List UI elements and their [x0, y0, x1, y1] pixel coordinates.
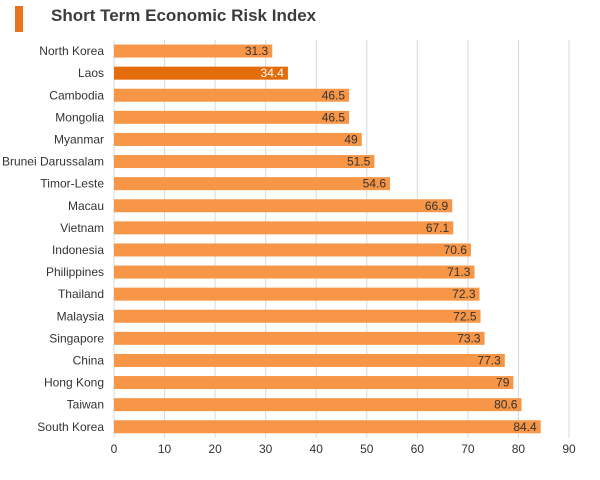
bar-china — [114, 353, 505, 367]
category-labels: North Korea Laos Cambodia Mongolia Myanmar Br… — [2, 44, 104, 434]
value-label: 66.9 — [425, 199, 449, 213]
title-accent-bar — [15, 6, 23, 32]
value-label: 72.5 — [453, 309, 477, 323]
x-tick-label: 10 — [158, 442, 172, 456]
x-tick-label: 80 — [512, 442, 526, 456]
bar-cambodia — [114, 88, 350, 102]
category-label: Malaysia — [57, 309, 105, 323]
value-label: 67.1 — [426, 221, 450, 235]
category-label: Brunei Darussalam — [2, 155, 104, 169]
bar-myanmar — [114, 132, 362, 146]
category-label: Timor-Leste — [40, 177, 104, 191]
bars — [114, 44, 541, 434]
value-label: 34.4 — [261, 66, 285, 80]
x-tick-label: 20 — [208, 442, 222, 456]
bar-brunei-darussalam — [114, 155, 375, 169]
category-label: Hong Kong — [44, 376, 104, 390]
category-label: Cambodia — [49, 88, 104, 102]
x-tick-label: 70 — [461, 442, 475, 456]
value-label: 70.6 — [444, 243, 468, 257]
bar-singapore — [114, 331, 485, 345]
value-label: 79 — [496, 376, 510, 390]
x-tick-label: 30 — [259, 442, 273, 456]
category-label: South Korea — [37, 420, 104, 434]
bar-malaysia — [114, 309, 481, 323]
bar-hong-kong — [114, 376, 514, 390]
value-label: 46.5 — [322, 110, 346, 124]
x-tick-label: 90 — [562, 442, 576, 456]
value-labels: 31.3 34.4 46.5 46.5 49 51.5 54.6 66.9 67.1 70.6 71… — [245, 44, 537, 434]
category-label: Indonesia — [52, 243, 104, 257]
category-label: North Korea — [39, 44, 104, 58]
x-tick-label: 50 — [360, 442, 374, 456]
chart-title: Short Term Economic Risk Index — [51, 6, 317, 25]
value-label: 72.3 — [452, 287, 476, 301]
bar-north-korea — [114, 44, 273, 58]
bar-south-korea — [114, 420, 541, 434]
category-label: Macau — [68, 199, 104, 213]
value-label: 51.5 — [347, 155, 371, 169]
bar-taiwan — [114, 398, 522, 412]
category-label: China — [73, 353, 105, 367]
value-label: 49 — [344, 132, 358, 146]
x-axis-tick-labels: 0 10 20 30 40 50 60 70 80 90 — [111, 442, 576, 456]
value-label: 73.3 — [457, 331, 481, 345]
category-label: Taiwan — [67, 398, 104, 412]
bar-macau — [114, 199, 453, 213]
x-tick-label: 40 — [310, 442, 324, 456]
category-label: Mongolia — [55, 110, 104, 124]
bar-laos — [114, 66, 288, 80]
x-tick-label: 60 — [411, 442, 425, 456]
bar-vietnam — [114, 221, 454, 235]
category-label: Thailand — [58, 287, 104, 301]
value-label: 84.4 — [513, 420, 537, 434]
grid-lines — [113, 40, 570, 438]
bar-timor-leste — [114, 177, 391, 191]
bar-indonesia — [114, 243, 471, 257]
bar-philippines — [114, 265, 475, 279]
value-label: 71.3 — [447, 265, 471, 279]
value-label: 80.6 — [494, 398, 518, 412]
category-label: Philippines — [46, 265, 104, 279]
x-tick-label: 0 — [111, 442, 118, 456]
value-label: 54.6 — [363, 177, 387, 191]
value-label: 31.3 — [245, 44, 269, 58]
value-label: 77.3 — [477, 353, 501, 367]
category-label: Laos — [78, 66, 104, 80]
category-label: Singapore — [49, 331, 104, 345]
bar-mongolia — [114, 110, 350, 124]
value-label: 46.5 — [322, 88, 346, 102]
bar-thailand — [114, 287, 480, 301]
category-label: Myanmar — [54, 132, 104, 146]
category-label: Vietnam — [60, 221, 104, 235]
